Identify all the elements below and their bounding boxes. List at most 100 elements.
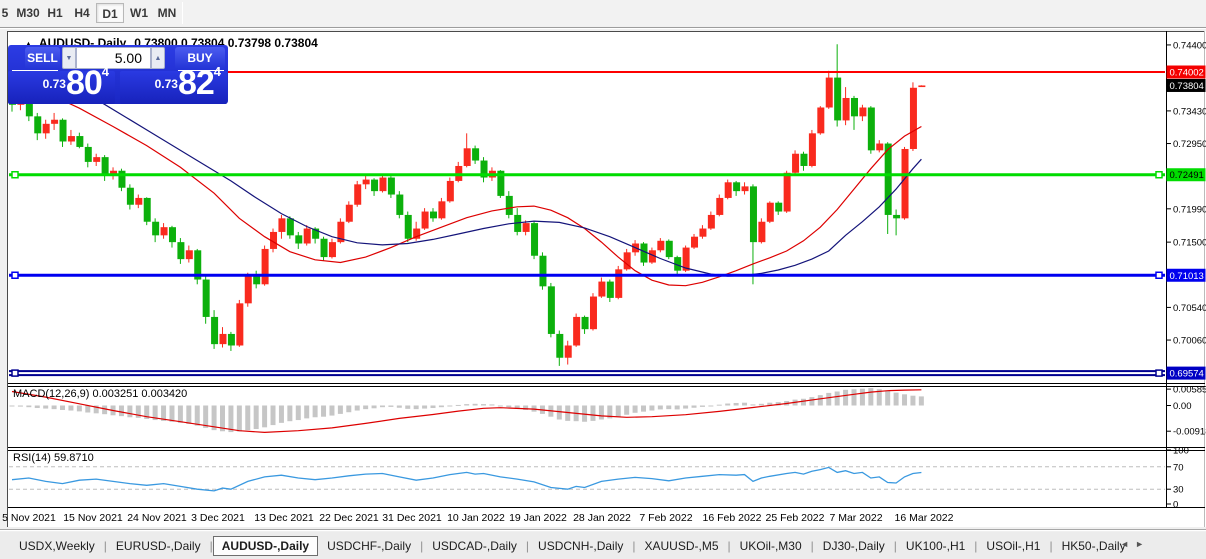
candle-body — [909, 87, 917, 149]
macd-histogram-bar — [666, 405, 672, 410]
candle-body — [404, 214, 412, 239]
price-axis-label: 0.74400 — [1173, 40, 1206, 51]
macd-histogram-bar — [481, 404, 487, 406]
sell-price-button[interactable]: 0.73804 — [8, 64, 115, 104]
candle-body — [615, 269, 623, 298]
candle-body — [337, 221, 345, 243]
collapse-panel-icon[interactable]: ▲ — [24, 39, 33, 49]
price-axis-label: 0.70060 — [1173, 336, 1206, 347]
timeframe-button-m30[interactable]: M30 — [16, 6, 40, 20]
macd-histogram-bar — [775, 402, 781, 406]
candle-body — [665, 240, 673, 258]
rsi-axis-label: 100 — [1173, 446, 1189, 457]
tab-usdchf-daily[interactable]: USDCHF-,Daily — [327, 538, 412, 553]
macd-histogram-bar — [750, 404, 756, 406]
candle-body — [328, 242, 336, 258]
macd-histogram-bar — [405, 405, 411, 409]
price-axis-badge — [1166, 78, 1206, 92]
tab-audusd-daily[interactable]: AUDUSD-,Daily — [212, 535, 319, 556]
date-axis-label: 13 Dec 2021 — [254, 512, 314, 524]
tab-usoil-h1[interactable]: USOil-,H1 — [986, 538, 1041, 553]
candle-body — [446, 180, 454, 202]
tab-eurusd-daily[interactable]: EURUSD-,Daily — [115, 538, 201, 553]
macd-histogram-bar — [851, 389, 857, 406]
toolbar-separator — [0, 27, 1206, 29]
macd-histogram-bar — [455, 404, 461, 406]
tab-scroll-right-icon[interactable]: ► — [1135, 539, 1150, 549]
lot-size-input[interactable]: 5.00 — [76, 47, 151, 69]
sell-button[interactable]: SELL — [25, 47, 60, 69]
tab-scroll-left-icon[interactable]: ◄ — [1120, 539, 1136, 549]
candle-body — [278, 218, 286, 232]
candle-body — [472, 148, 480, 161]
macd-histogram-bar — [379, 405, 385, 408]
price-axis-badge-label: 0.73804 — [1170, 81, 1204, 92]
tab-usdx-weekly[interactable]: USDX,Weekly — [19, 538, 95, 553]
macd-histogram-bar — [472, 403, 478, 406]
buy-button[interactable]: BUY — [175, 47, 225, 69]
macd-histogram-bar — [826, 392, 832, 406]
date-axis-label: 31 Dec 2021 — [382, 512, 442, 524]
macd-histogram-bar — [523, 405, 529, 410]
macd-histogram-bar — [102, 405, 108, 415]
chart-top-border — [8, 31, 1205, 32]
macd-histogram-bar — [902, 394, 908, 406]
macd-signal-line — [11, 389, 922, 434]
tab-xauusd-m5[interactable]: XAUUSD-,M5 — [644, 538, 719, 553]
macd-histogram-bar — [220, 405, 225, 432]
macd-histogram-bar — [817, 395, 823, 406]
tab-separator: | — [893, 538, 897, 553]
rsi-axis-label: 0 — [1173, 500, 1178, 511]
timeframe-button-w1[interactable]: W1 — [130, 6, 148, 20]
candle-body — [522, 223, 530, 232]
macd-histogram-bar — [312, 405, 318, 418]
macd-histogram-bar — [649, 405, 655, 411]
buy-price-big: 82 — [177, 64, 215, 102]
tab-usdcnh-daily[interactable]: USDCNH-,Daily — [538, 538, 624, 553]
date-axis-label: 24 Nov 2021 — [127, 512, 187, 524]
candle-body — [716, 197, 724, 215]
macd-histogram-bar — [363, 405, 369, 410]
timeframe-button-d1[interactable]: D1 — [96, 3, 124, 23]
macd-histogram-bar — [918, 396, 924, 406]
macd-histogram-bar — [733, 402, 739, 406]
tab-separator: | — [1049, 538, 1053, 553]
tab-hk50-daily[interactable]: HK50-,Daily — [1061, 538, 1126, 553]
candle-body — [177, 242, 185, 260]
candle-body — [893, 214, 901, 219]
macd-histogram-bar — [43, 405, 49, 409]
timeframe-button-h4[interactable]: H4 — [74, 6, 90, 20]
macd-histogram-bar — [624, 405, 630, 415]
macd-histogram-bar — [135, 405, 141, 418]
price-axis-badge-label: 0.72491 — [1170, 170, 1204, 181]
timeframe-button-m5[interactable]: 5 — [1, 6, 9, 20]
candle-body — [42, 123, 50, 134]
price-axis-badge — [1166, 65, 1206, 79]
buy-price-button[interactable]: 0.73824 — [120, 64, 227, 104]
lot-increase-button[interactable]: ▲ — [151, 47, 165, 69]
timeframe-button-h1[interactable]: H1 — [47, 6, 63, 20]
candle-body — [547, 286, 555, 334]
candle-body — [766, 202, 774, 222]
tab-ukoil-m30[interactable]: UKOil-,M30 — [739, 538, 802, 553]
candle-body — [699, 228, 707, 237]
date-axis-label: 25 Feb 2022 — [766, 512, 825, 524]
candle-body — [800, 153, 808, 166]
macd-histogram-bar — [253, 405, 259, 430]
sell-price-prefix: 0.73 — [42, 77, 66, 91]
candle-body — [707, 214, 715, 229]
date-axis-label: 3 Dec 2021 — [191, 512, 245, 524]
timeframe-button-mn[interactable]: MN — [157, 6, 177, 20]
tab-usdcad-daily[interactable]: USDCAD-,Daily — [432, 538, 517, 553]
candle-body — [598, 281, 606, 297]
macd-histogram-bar — [26, 405, 32, 408]
candle-body — [118, 170, 126, 188]
price-axis-label: 0.70540 — [1173, 303, 1206, 314]
symbol-tabs-bar: USDX,Weekly | EURUSD-,Daily | AUDUSD-,Dail… — [0, 532, 1206, 559]
lot-decrease-button[interactable]: ▼ — [62, 47, 76, 69]
candle-body — [236, 303, 244, 346]
tab-dj30-daily[interactable]: DJ30-,Daily — [822, 538, 885, 553]
candle-body — [825, 77, 833, 108]
tab-uk100-h1[interactable]: UK100-,H1 — [905, 538, 966, 553]
